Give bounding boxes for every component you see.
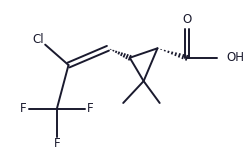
Text: O: O — [182, 13, 191, 26]
Text: F: F — [20, 102, 27, 115]
Text: OH: OH — [227, 51, 244, 64]
Text: Cl: Cl — [33, 33, 44, 46]
Text: F: F — [87, 102, 94, 115]
Text: F: F — [53, 137, 60, 150]
